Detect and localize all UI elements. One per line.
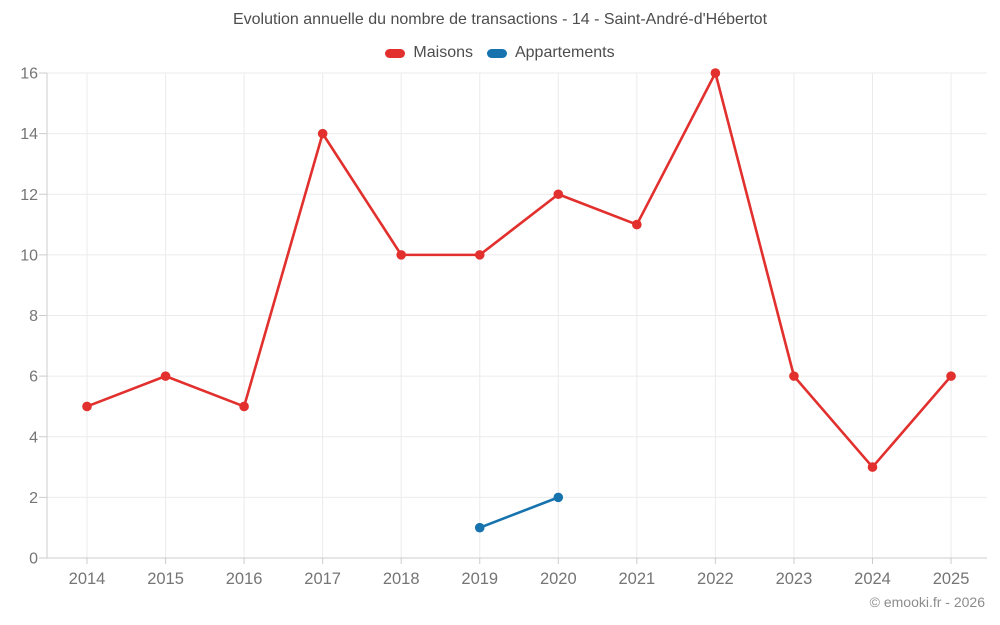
series-line-maisons bbox=[86, 71, 953, 469]
legend-item-appartements[interactable]: Appartements bbox=[486, 44, 615, 62]
y-tick-label: 10 bbox=[20, 247, 38, 264]
data-point-maisons[interactable] bbox=[632, 219, 642, 230]
copyright: © emooki.fr - 2026 bbox=[869, 594, 985, 610]
y-tick-label: 6 bbox=[29, 369, 38, 386]
data-point-maisons[interactable] bbox=[474, 250, 485, 260]
data-point-maisons[interactable] bbox=[82, 401, 92, 412]
x-tick-label: 2015 bbox=[147, 570, 184, 588]
y-tick-label: 12 bbox=[20, 187, 38, 204]
x-tick-label: 2024 bbox=[854, 570, 891, 588]
x-tick-label: 2017 bbox=[304, 570, 341, 588]
data-point-maisons[interactable] bbox=[710, 68, 721, 78]
data-point-maisons[interactable] bbox=[239, 401, 249, 412]
data-point-appartements[interactable] bbox=[474, 522, 485, 533]
x-tick-label: 2022 bbox=[697, 570, 734, 588]
legend-swatch-icon bbox=[486, 48, 507, 58]
x-tick-label: 2018 bbox=[383, 570, 420, 588]
data-point-maisons[interactable] bbox=[317, 128, 328, 139]
data-point-maisons[interactable] bbox=[946, 371, 956, 381]
data-point-maisons[interactable] bbox=[867, 462, 878, 472]
x-tick-label: 2023 bbox=[776, 570, 813, 588]
data-point-maisons[interactable] bbox=[396, 250, 407, 260]
legend-item-maisons[interactable]: Maisons bbox=[385, 44, 473, 62]
x-tick-label: 2014 bbox=[69, 570, 106, 588]
y-tick-label: 4 bbox=[29, 429, 38, 446]
y-tick-label: 16 bbox=[20, 66, 38, 83]
x-tick-label: 2025 bbox=[933, 570, 970, 588]
y-tick-label: 0 bbox=[29, 551, 38, 568]
data-point-maisons[interactable] bbox=[160, 371, 171, 381]
chart-title: Evolution annuelle du nombre de transact… bbox=[232, 11, 768, 28]
data-point-maisons[interactable] bbox=[789, 371, 799, 381]
data-point-maisons[interactable] bbox=[553, 189, 564, 200]
data-point-appartements[interactable] bbox=[553, 492, 564, 503]
x-tick-label: 2016 bbox=[226, 570, 263, 588]
y-tick-label: 14 bbox=[20, 126, 38, 143]
series-line-appartements bbox=[479, 496, 559, 529]
x-tick-label: 2021 bbox=[618, 570, 655, 588]
y-tick-label: 8 bbox=[29, 308, 38, 325]
x-tick-label: 2019 bbox=[461, 570, 498, 588]
legend-swatch-icon bbox=[385, 48, 406, 58]
chart-legend: Maisons Appartements bbox=[0, 44, 1000, 62]
legend-label: Appartements bbox=[514, 44, 615, 61]
y-tick-label: 2 bbox=[29, 490, 38, 507]
x-tick-label: 2020 bbox=[540, 570, 577, 588]
legend-label: Maisons bbox=[413, 44, 473, 61]
